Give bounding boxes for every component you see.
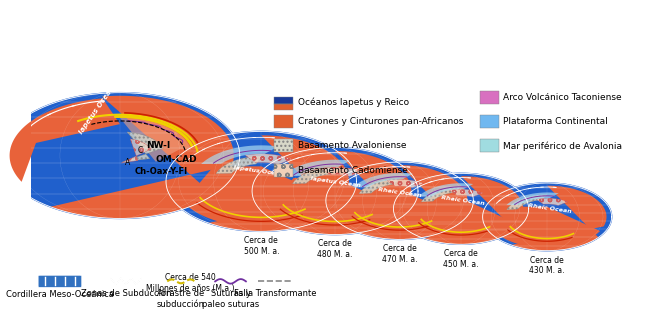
Polygon shape bbox=[267, 178, 403, 231]
Polygon shape bbox=[406, 198, 517, 241]
Text: Arrastre de
subducción: Arrastre de subducción bbox=[157, 289, 205, 309]
Polygon shape bbox=[166, 135, 356, 231]
Polygon shape bbox=[326, 162, 473, 239]
Polygon shape bbox=[10, 98, 120, 182]
Text: Ch-Oax-Y-Fl: Ch-Oax-Y-Fl bbox=[134, 168, 188, 177]
Text: Arco Volcánico Taconiense: Arco Volcánico Taconiense bbox=[504, 93, 622, 102]
FancyBboxPatch shape bbox=[480, 115, 499, 128]
Text: OM-CAD: OM-CAD bbox=[156, 155, 197, 164]
Polygon shape bbox=[450, 189, 483, 197]
Polygon shape bbox=[421, 187, 461, 202]
Polygon shape bbox=[293, 168, 335, 184]
Text: Iapetus Ocean: Iapetus Ocean bbox=[310, 176, 361, 188]
Text: Iapetus Ocean: Iapetus Ocean bbox=[233, 165, 284, 177]
Text: Zonas de Subducción: Zonas de Subducción bbox=[80, 289, 171, 298]
Polygon shape bbox=[393, 173, 529, 244]
Polygon shape bbox=[495, 207, 600, 248]
Text: Cerca de
450 M. a.: Cerca de 450 M. a. bbox=[443, 249, 479, 269]
Polygon shape bbox=[393, 176, 529, 244]
FancyBboxPatch shape bbox=[274, 164, 293, 177]
Text: C: C bbox=[138, 146, 143, 155]
FancyBboxPatch shape bbox=[38, 275, 82, 287]
Polygon shape bbox=[359, 178, 400, 194]
Text: Océanos Iapetus y Reico: Océanos Iapetus y Reico bbox=[297, 98, 409, 107]
Text: Basamento Cadomiense: Basamento Cadomiense bbox=[297, 166, 408, 175]
Text: NW-I: NW-I bbox=[146, 141, 171, 150]
Polygon shape bbox=[245, 154, 292, 164]
Polygon shape bbox=[0, 93, 239, 218]
Text: Rheic Ocean: Rheic Ocean bbox=[441, 195, 485, 206]
Text: Suturas y
paleo suturas: Suturas y paleo suturas bbox=[202, 289, 259, 309]
Text: Rheic Ocean: Rheic Ocean bbox=[378, 187, 421, 198]
Polygon shape bbox=[216, 156, 262, 174]
FancyBboxPatch shape bbox=[480, 91, 499, 104]
Text: Cerca de
470 M. a.: Cerca de 470 M. a. bbox=[382, 244, 417, 264]
FancyBboxPatch shape bbox=[274, 104, 293, 110]
FancyBboxPatch shape bbox=[274, 98, 293, 104]
Polygon shape bbox=[326, 165, 473, 239]
Text: Cerca de 540
Millones de años (M.a.): Cerca de 540 Millones de años (M.a.) bbox=[146, 273, 235, 293]
Text: Cerca de
430 M. a.: Cerca de 430 M. a. bbox=[530, 256, 565, 275]
Polygon shape bbox=[483, 186, 611, 251]
Polygon shape bbox=[507, 194, 547, 210]
Text: Basamento Avaloniense: Basamento Avaloniense bbox=[297, 141, 406, 150]
Text: Cratones y Cinturones pan-Africanos: Cratones y Cinturones pan-Africanos bbox=[297, 117, 463, 126]
Text: Cerca de
480 M. a.: Cerca de 480 M. a. bbox=[317, 239, 352, 259]
Polygon shape bbox=[419, 183, 473, 196]
Polygon shape bbox=[387, 179, 423, 188]
Polygon shape bbox=[0, 96, 239, 218]
Text: Mar periférico de Avalonia: Mar periférico de Avalonia bbox=[504, 141, 622, 151]
Polygon shape bbox=[321, 167, 362, 176]
FancyBboxPatch shape bbox=[274, 139, 293, 152]
Polygon shape bbox=[283, 160, 350, 176]
Polygon shape bbox=[121, 139, 151, 163]
Text: Cerca de
500 M. a.: Cerca de 500 M. a. bbox=[243, 236, 279, 256]
Polygon shape bbox=[536, 198, 568, 205]
Polygon shape bbox=[201, 145, 278, 164]
Polygon shape bbox=[183, 166, 339, 227]
Text: Falla Transformante: Falla Transformante bbox=[234, 289, 316, 298]
Polygon shape bbox=[252, 147, 418, 235]
Polygon shape bbox=[506, 192, 559, 205]
Polygon shape bbox=[166, 131, 356, 231]
Polygon shape bbox=[252, 151, 418, 235]
Polygon shape bbox=[353, 173, 413, 187]
Text: Iapetus Ocean: Iapetus Ocean bbox=[78, 85, 116, 134]
Polygon shape bbox=[339, 189, 460, 236]
Polygon shape bbox=[120, 118, 191, 162]
Text: Rheic Ocean: Rheic Ocean bbox=[528, 203, 572, 214]
FancyBboxPatch shape bbox=[274, 115, 293, 128]
Polygon shape bbox=[483, 183, 611, 251]
FancyBboxPatch shape bbox=[480, 139, 499, 152]
Text: A: A bbox=[125, 158, 130, 167]
Text: Plataforma Continental: Plataforma Continental bbox=[504, 117, 608, 126]
Polygon shape bbox=[122, 132, 163, 162]
Text: Cordillera Meso-Oceánica: Cordillera Meso-Oceánica bbox=[6, 290, 114, 299]
